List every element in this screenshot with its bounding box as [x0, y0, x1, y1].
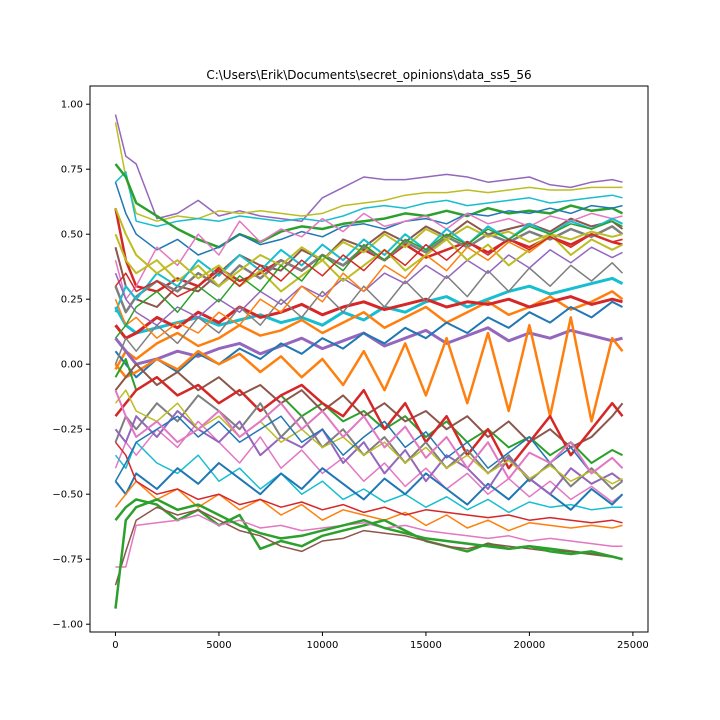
y-tick-label: −1.00 [52, 620, 83, 631]
x-tick-label: 25000 [617, 640, 649, 651]
chart-title: C:\Users\Erik\Documents\secret_opinions\… [206, 68, 531, 82]
series-line-1 [114, 114, 623, 222]
series-line-40 [114, 233, 623, 298]
series-line-34 [114, 246, 623, 326]
series-line-11 [114, 295, 623, 340]
y-tick-label: 0.75 [61, 165, 83, 176]
series-line-39 [114, 389, 624, 480]
y-tick-label: 0.25 [61, 295, 83, 306]
series-line-33 [114, 262, 624, 365]
series-line-36 [114, 415, 624, 482]
series-line-22 [114, 441, 623, 514]
series-line-15 [114, 300, 623, 379]
y-tick-label: 0.00 [61, 360, 83, 371]
series-line-28 [114, 506, 623, 586]
series-line-24 [114, 410, 624, 496]
series-line-30 [114, 498, 623, 609]
series-line-2 [114, 122, 623, 222]
series-line-5 [114, 181, 623, 256]
series-line-3 [114, 171, 623, 228]
plot-frame [89, 85, 649, 633]
series-layer [114, 114, 624, 609]
series-line-23 [114, 462, 624, 511]
series-line-4 [114, 163, 624, 249]
x-tick-label: 5000 [206, 640, 231, 651]
y-tick-label: −0.25 [52, 425, 83, 436]
series-line-29 [115, 514, 623, 568]
series-line-37 [114, 207, 623, 293]
x-axis: 0 5000 10000 15000 20000 25000 [112, 632, 649, 651]
series-line-27 [114, 498, 623, 561]
series-line-25 [114, 389, 623, 485]
x-tick-label: 0 [112, 640, 118, 651]
series-line-31 [114, 441, 623, 524]
series-line-16 [114, 316, 624, 423]
x-tick-label: 15000 [410, 640, 442, 651]
series-line-20 [114, 394, 624, 490]
y-tick-label: −0.50 [52, 490, 83, 501]
series-line-32 [114, 217, 623, 313]
y-tick-label: −0.75 [52, 555, 83, 566]
x-tick-label: 10000 [307, 640, 339, 651]
series-line-26 [114, 480, 623, 532]
y-tick-label: 0.50 [61, 230, 83, 241]
series-line-17 [114, 358, 623, 464]
y-axis: −1.00 −0.75 −0.50 −0.25 0.00 0.25 0.50 0.75 1.00 [52, 100, 90, 631]
series-line-10 [114, 290, 624, 371]
x-tick-label: 20000 [513, 640, 545, 651]
y-tick-label: 1.00 [61, 100, 83, 111]
series-line-19 [114, 375, 624, 470]
series-line-13 [114, 212, 623, 300]
series-line-38 [114, 220, 623, 339]
series-line-18 [114, 363, 624, 449]
series-line-14 [114, 225, 623, 288]
